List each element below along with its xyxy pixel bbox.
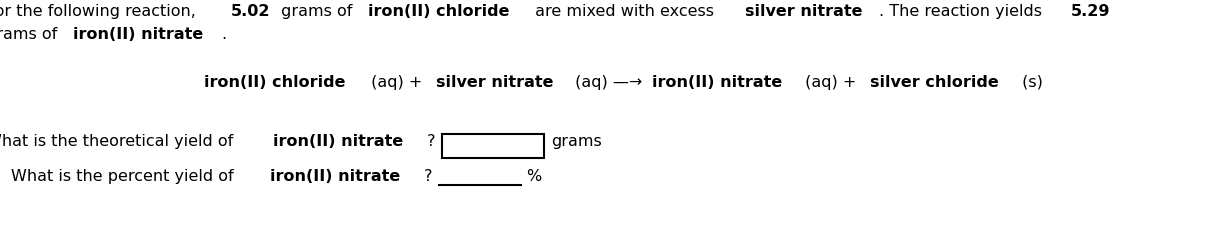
Text: ?: ? — [421, 133, 435, 148]
Text: (aq) —→: (aq) —→ — [570, 74, 642, 89]
Text: iron(II) nitrate: iron(II) nitrate — [72, 27, 203, 42]
Text: ?: ? — [419, 169, 432, 183]
Text: 5.29: 5.29 — [1071, 4, 1110, 19]
Text: silver nitrate: silver nitrate — [745, 4, 863, 19]
Text: iron(II) nitrate: iron(II) nitrate — [652, 74, 782, 89]
Text: iron(II) chloride: iron(II) chloride — [204, 74, 346, 89]
Text: 5.02: 5.02 — [231, 4, 270, 19]
Text: are mixed with excess: are mixed with excess — [530, 4, 719, 19]
Text: . The reaction yields: . The reaction yields — [879, 4, 1048, 19]
Text: (aq) +: (aq) + — [366, 74, 427, 89]
Text: (aq) +: (aq) + — [800, 74, 862, 89]
Text: silver chloride: silver chloride — [870, 74, 999, 89]
Text: grams of: grams of — [0, 27, 62, 42]
Bar — [442, 135, 544, 158]
Text: grams: grams — [550, 133, 601, 148]
Text: %: % — [526, 169, 542, 183]
Text: iron(II) chloride: iron(II) chloride — [368, 4, 511, 19]
Text: What is the percent yield of: What is the percent yield of — [11, 169, 239, 183]
Text: .: . — [221, 27, 226, 42]
Text: For the following reaction,: For the following reaction, — [0, 4, 200, 19]
Text: iron(II) nitrate: iron(II) nitrate — [273, 133, 403, 148]
Text: grams of: grams of — [275, 4, 357, 19]
Text: silver nitrate: silver nitrate — [436, 74, 553, 89]
Text: What is the theoretical yield of: What is the theoretical yield of — [0, 133, 238, 148]
Text: (s): (s) — [1018, 74, 1043, 89]
Text: iron(II) nitrate: iron(II) nitrate — [270, 169, 401, 183]
